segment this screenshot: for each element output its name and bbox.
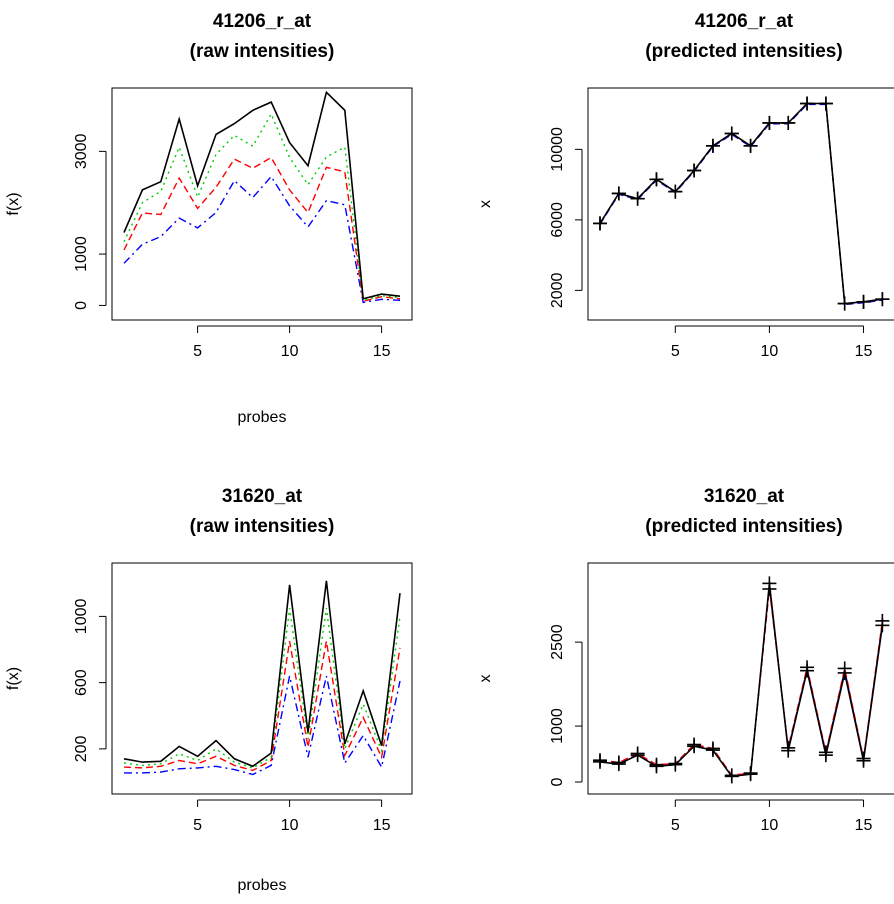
data-point-marker: [837, 296, 852, 311]
data-point-marker: [762, 115, 777, 130]
plot-title-line: 41206_r_at: [695, 11, 794, 32]
data-point-marker: [856, 294, 871, 309]
series-line-blue: [599, 586, 884, 777]
series-line-blue: [599, 103, 883, 306]
y-tick-label: 2000: [549, 272, 566, 308]
data-point-marker: [593, 753, 607, 768]
x-tick-label: 15: [373, 817, 391, 834]
plot-title-line: 41206_r_at: [213, 11, 312, 32]
y-axis-label: f(x): [5, 667, 22, 690]
series-line-black: [123, 580, 401, 768]
data-point-marker: [856, 751, 871, 766]
data-point-marker: [724, 126, 739, 141]
data-point-marker: [593, 216, 607, 231]
x-tick-label: 5: [671, 817, 680, 834]
data-point-marker: [649, 757, 664, 772]
series-line-green: [123, 608, 401, 769]
x-tick-label: 10: [761, 817, 779, 834]
data-point-marker: [800, 96, 815, 111]
data-point-marker: [668, 184, 683, 199]
data-point-marker: [630, 746, 645, 761]
data-point-marker: [875, 292, 890, 307]
data-point-marker: [818, 745, 833, 760]
data-point-marker: [649, 172, 664, 187]
data-point-marker: [743, 138, 758, 153]
y-axis-label: x: [477, 200, 494, 208]
x-tick-label: 10: [281, 817, 299, 834]
x-tick-label: 5: [671, 343, 680, 360]
x-tick-label: 15: [855, 343, 873, 360]
data-point-marker: [687, 737, 702, 752]
panel-41206-raw: 41206_r_at (raw intensities) probes f(x) 5 10…: [5, 11, 413, 426]
series-line-black: [599, 102, 883, 305]
y-tick-label: 200: [73, 735, 90, 762]
data-point-marker: [724, 768, 739, 783]
series-line-red: [123, 641, 401, 772]
x-tick-label: 5: [193, 817, 202, 834]
plot-title-line: (predicted intensities): [645, 516, 842, 537]
plot-title-line: 31620_at: [222, 486, 303, 507]
x-tick-label: 5: [193, 343, 202, 360]
series-line-black: [599, 583, 884, 778]
y-tick-label: 3000: [73, 133, 90, 169]
y-tick-label: 600: [73, 669, 90, 696]
data-point-marker: [818, 96, 833, 111]
plot-frame: [587, 562, 894, 795]
y-tick-label: 2500: [549, 624, 566, 660]
x-axis-label: probes: [238, 877, 287, 894]
y-tick-label: 10000: [549, 127, 566, 172]
data-point-marker: [800, 660, 815, 675]
y-tick-label: 1000: [73, 599, 90, 635]
y-axis-label: f(x): [5, 192, 22, 215]
data-point-marker: [781, 115, 796, 130]
data-point-marker: [837, 661, 852, 676]
data-point-marker: [743, 766, 758, 781]
y-tick-label: 0: [73, 301, 90, 310]
data-point-marker: [668, 756, 683, 771]
data-point-marker: [630, 191, 645, 206]
plot-title-line: (predicted intensities): [645, 41, 842, 62]
y-tick-label: 1000: [73, 236, 90, 272]
x-tick-label: 15: [855, 817, 873, 834]
y-tick-label: 1000: [549, 708, 566, 744]
y-axis-label: x: [477, 675, 494, 683]
data-point-marker: [705, 741, 720, 756]
plot-title-line: 31620_at: [704, 486, 785, 507]
plot-title-line: (raw intensities): [190, 41, 335, 62]
panel-31620-raw: 31620_at (raw intensities) probes f(x) 5 10 15…: [5, 486, 413, 894]
series-line-black: [123, 90, 401, 300]
x-tick-label: 10: [281, 343, 299, 360]
plot-frame: [587, 87, 894, 321]
data-point-marker: [875, 613, 890, 628]
series-line-red: [123, 156, 401, 303]
x-tick-label: 15: [373, 343, 391, 360]
data-point-marker: [705, 138, 720, 153]
panel-31620-predicted: 31620_at (predicted intensities) x 5 10 15 0 10…: [477, 486, 894, 834]
panel-41206-predicted: 41206_r_at (predicted intensities) x 5 10 15 2…: [477, 11, 894, 360]
series-line-red: [599, 102, 883, 305]
x-tick-label: 10: [761, 343, 779, 360]
data-point-marker: [611, 755, 626, 770]
data-point-marker: [781, 740, 796, 755]
y-tick-label: 6000: [549, 202, 566, 238]
plot-title-line: (raw intensities): [190, 516, 335, 537]
series-line-red: [599, 588, 884, 777]
data-point-marker: [687, 163, 702, 178]
data-point-marker: [762, 581, 777, 596]
plot-frame: [111, 562, 413, 795]
plot-frame: [111, 87, 413, 321]
series-line-blue: [123, 175, 401, 304]
x-axis-label: probes: [238, 409, 287, 426]
data-point-marker: [611, 186, 626, 201]
y-tick-label: 0: [549, 777, 566, 786]
